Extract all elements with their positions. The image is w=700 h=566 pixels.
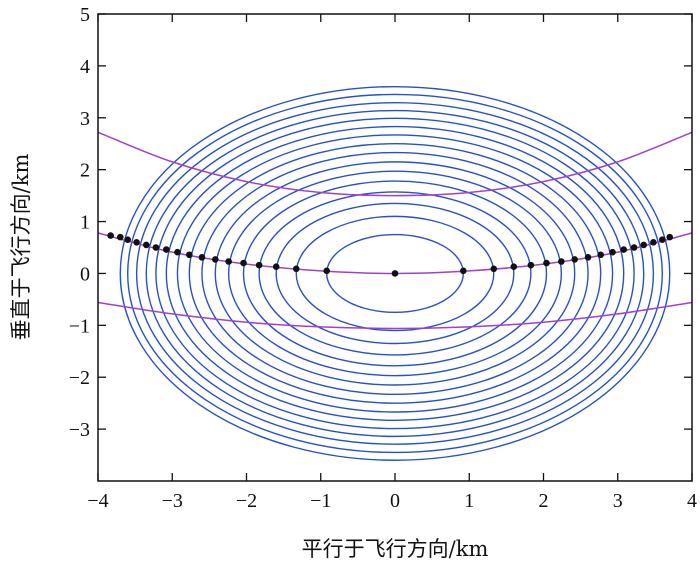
sample-points [107,232,674,277]
sample-point [666,233,674,241]
y-tick-labels: −3 −2 −1 0 1 2 3 4 5 [69,4,90,441]
contour-ellipses [119,85,671,461]
sample-point [225,258,232,265]
y-tick-label: 0 [80,263,90,285]
sample-point [272,263,280,270]
purple-curve [98,301,692,330]
sample-point [510,263,518,270]
purple-curve [98,131,692,197]
sample-point [198,254,206,261]
sample-point [571,256,578,263]
sample-point [163,246,170,253]
sample-point [620,246,627,253]
y-tick-label: 5 [80,4,90,26]
contour-ellipse [165,125,625,421]
sample-point [650,239,657,246]
sample-point [584,254,592,261]
contour-ellipse [275,202,515,345]
sample-point [240,259,247,267]
sample-point [460,267,467,275]
contour-ellipse [214,161,576,386]
contour-ellipse [135,102,655,445]
sample-point [609,248,616,256]
y-tick-label: 3 [80,108,90,130]
contour-ellipse [119,85,671,461]
sample-point [558,258,565,265]
sample-point [212,256,219,263]
plot-frame [97,13,693,482]
sample-point [630,244,638,251]
sample-point [640,241,648,249]
x-tick-label: 3 [613,490,623,512]
x-tick-label: −1 [310,490,331,512]
y-tick-label: 1 [80,212,90,234]
sample-point [142,241,150,249]
y-tick-label: −3 [69,419,90,441]
x-tick-label: 2 [539,490,549,512]
sample-point [391,270,399,277]
contour-ellipse [127,93,663,454]
contour-ellipse [145,109,645,438]
x-tick-label: −4 [87,490,108,512]
sample-point [490,265,498,273]
y-axis-title: 垂直于飞行方向/km [9,154,33,341]
sample-point [186,251,193,259]
contour-ellipse [201,151,589,396]
sample-point [133,239,140,246]
sample-point [174,248,181,256]
contour-ellipse [188,143,602,404]
contour-ellipse [242,180,548,367]
sample-point [152,244,160,251]
x-tick-label: 1 [464,490,474,512]
sample-point [124,236,131,244]
sample-point [659,236,666,244]
x-tick-label: −3 [162,490,183,512]
y-tick-label: 4 [80,56,90,78]
contour-ellipse [258,191,532,356]
x-tick-label: 4 [687,490,697,512]
plot-area [98,85,692,461]
sample-point [527,261,535,269]
y-tick-label: −1 [69,315,90,337]
x-tick-label: −2 [236,490,257,512]
sample-point [292,265,300,273]
sample-point [543,259,550,267]
axis-ticks [97,13,693,481]
sample-point [255,261,263,269]
contour-ellipse [227,170,563,377]
x-tick-labels: −4 −3 −2 −1 0 1 2 3 4 [87,490,697,512]
sample-point [116,233,124,241]
sample-point [597,251,604,259]
contour-ellipse [295,215,495,332]
x-axis-title: 平行于飞行方向/km [302,537,489,561]
sample-point [107,232,114,239]
contour-ellipse [155,117,635,430]
y-tick-label: −2 [69,367,90,389]
y-tick-label: 2 [80,160,90,182]
contour-ellipse [176,134,614,413]
sample-point [323,267,330,275]
x-tick-label: 0 [390,490,400,512]
